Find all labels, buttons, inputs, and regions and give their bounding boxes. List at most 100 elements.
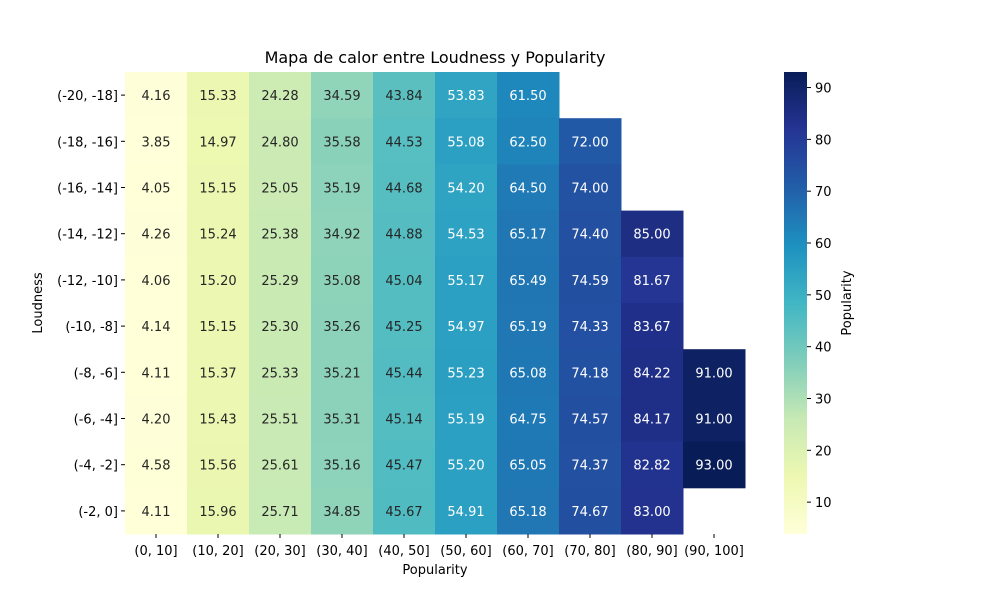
heatmap-cell [187,303,250,350]
cell-value-label: 3.85 [142,135,171,150]
cell-value-label: 4.11 [142,366,171,381]
heatmap-cell [249,441,312,489]
heatmap-cell [249,303,312,350]
colorbar-tick-label: 60 [815,237,832,252]
heatmap-cell [249,210,312,258]
cell-value-label: 35.08 [323,274,360,289]
heatmap-cell [311,210,374,258]
x-tick-label: (80, 90] [626,544,678,559]
heatmap-cell [497,72,560,119]
colorbar-tick-label: 70 [815,185,832,200]
heatmap-cell [187,441,250,489]
heatmap-cell [497,487,560,535]
cell-value-label: 74.67 [571,505,608,520]
cell-value-label: 15.96 [199,505,236,520]
heatmap-cell [311,441,374,489]
cell-value-label: 55.20 [447,459,484,474]
cell-value-label: 4.58 [142,459,171,474]
heatmap-cell [559,441,622,489]
cell-value-label: 85.00 [633,228,670,243]
cell-value-label: 15.37 [199,366,236,381]
heatmap-cell [125,303,188,350]
cell-value-label: 91.00 [695,366,732,381]
cell-value-label: 65.49 [509,274,546,289]
heatmap-cell [435,210,498,258]
cell-value-label: 4.05 [142,182,171,197]
heatmap-cell [497,395,560,443]
cell-value-label: 74.00 [571,182,608,197]
heatmap-cell [435,349,498,396]
heatmap-cell [435,118,498,165]
x-tick-label: (40, 50] [378,544,430,559]
heatmap-cell [249,164,312,212]
heatmap-cell [187,72,250,119]
chart-title: Mapa de calor entre Loudness y Popularit… [265,48,606,67]
heatmap-cell [125,441,188,489]
cell-value-label: 25.05 [261,182,298,197]
cell-value-label: 15.56 [199,459,236,474]
colorbar-tick-label: 40 [815,341,832,356]
heatmap-cell [187,210,250,258]
cell-value-label: 65.05 [509,459,546,474]
y-tick-label: (-16, -14] [57,182,118,197]
colorbar-tick-label: 50 [815,289,832,304]
heatmap-cell [187,256,250,304]
heatmap-cell [435,395,498,443]
cell-value-label: 24.28 [261,89,298,104]
heatmap-cell [311,349,374,396]
cell-value-label: 15.15 [199,320,236,335]
heatmap-cell [373,118,436,165]
heatmap-cell [187,395,250,443]
cell-value-label: 35.19 [323,182,360,197]
heatmap-cell [311,487,374,535]
cell-value-label: 4.16 [142,89,171,104]
cell-value-label: 45.44 [385,366,422,381]
heatmap-cell [683,395,746,443]
cell-value-label: 25.33 [261,366,298,381]
heatmap-cell [559,256,622,304]
heatmap-cell [373,164,436,212]
heatmap-cell [559,118,622,165]
cell-value-label: 25.71 [261,505,298,520]
heatmap-cell [497,441,560,489]
heatmap-cell [311,164,374,212]
heatmap-cell [311,395,374,443]
cell-value-label: 65.18 [509,505,546,520]
cell-value-label: 62.50 [509,135,546,150]
cell-value-label: 35.58 [323,135,360,150]
cell-value-label: 44.88 [385,228,422,243]
x-tick-label: (10, 20] [192,544,244,559]
cell-value-label: 45.67 [385,505,422,520]
cell-value-label: 45.25 [385,320,422,335]
heatmap-cell [249,395,312,443]
heatmap-cell [497,303,560,350]
cell-value-label: 74.57 [571,413,608,428]
heatmap-cell [249,72,312,119]
cell-value-label: 74.37 [571,459,608,474]
heatmap-cell [125,210,188,258]
cell-value-label: 25.29 [261,274,298,289]
cell-value-label: 74.33 [571,320,608,335]
y-tick-labels: (-20, -18] (-18, -16] (-16, -14] (-14, -12]… [57,89,125,520]
cell-value-label: 15.43 [199,413,236,428]
heatmap-cell [621,395,684,443]
heatmap-cell [187,118,250,165]
cell-value-label: 43.84 [385,89,422,104]
heatmap-cell [125,256,188,304]
cell-value-label: 4.11 [142,505,171,520]
cell-value-label: 45.04 [385,274,422,289]
colorbar [784,72,807,534]
cell-value-label: 53.83 [447,89,484,104]
colorbar-tick-label: 10 [815,496,832,511]
x-tick-label: (50, 60] [440,544,492,559]
cell-value-label: 65.08 [509,366,546,381]
heatmap-cell [621,210,684,258]
cell-value-label: 15.24 [199,228,236,243]
cell-value-label: 54.97 [447,320,484,335]
x-tick-labels: (0, 10] (10, 20] (20, 30] (30, 40] (40, 50] (… [134,534,744,559]
cell-value-label: 93.00 [695,459,732,474]
heatmap-cell [373,487,436,535]
cell-value-label: 54.53 [447,228,484,243]
cell-value-label: 14.97 [199,135,236,150]
